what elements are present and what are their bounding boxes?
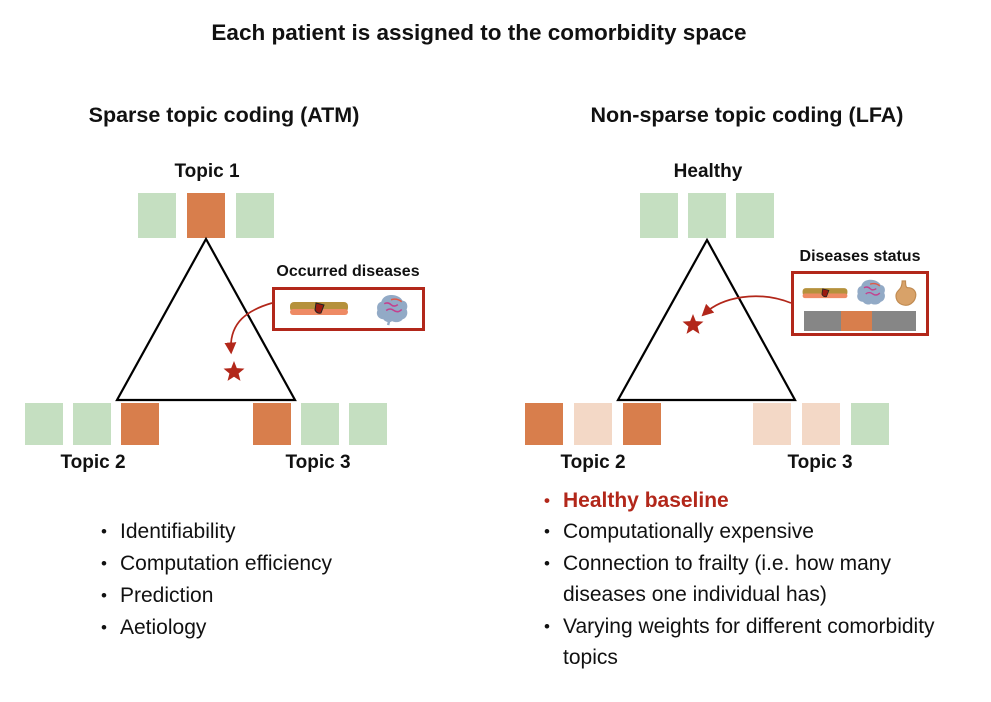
right-simplex-triangle	[616, 237, 797, 402]
green-weight-square	[73, 403, 111, 445]
green-weight-square	[688, 193, 726, 238]
orange-weight-square	[121, 403, 159, 445]
orange-weight-square	[187, 193, 225, 238]
right-topic2-label: Topic 2	[560, 452, 626, 473]
left-top-squares	[138, 193, 274, 238]
occurred-diseases-label: Occurred diseases	[276, 263, 420, 280]
skin-icon	[289, 302, 348, 315]
left-topic3-squares	[253, 403, 387, 445]
green-weight-square	[236, 193, 274, 238]
right-topic3-squares	[753, 403, 889, 445]
brain-icon	[857, 279, 885, 305]
green-weight-square	[138, 193, 176, 238]
bullet-item: Healthy baseline	[543, 485, 938, 517]
green-weight-square	[25, 403, 63, 445]
occurred-diseases-box	[272, 287, 425, 331]
right-panel-heading: Non-sparse topic coding (LFA)	[590, 103, 904, 127]
pink-weight-square	[802, 403, 840, 445]
right-patient-star	[682, 314, 704, 334]
skin-icon	[802, 287, 848, 298]
green-weight-square	[301, 403, 339, 445]
disease-icons-row	[801, 278, 919, 308]
left-top-vertex-label: Topic 1	[174, 161, 240, 182]
orange-weight-square	[525, 403, 563, 445]
green-weight-square	[736, 193, 774, 238]
green-weight-square	[851, 403, 889, 445]
stomach-icon	[895, 279, 917, 306]
left-assignment-arrow	[224, 302, 273, 355]
right-top-squares	[640, 193, 774, 238]
page-title: Each patient is assigned to the comorbid…	[211, 20, 747, 45]
bullet-item: Aetiology	[100, 612, 440, 644]
diseases-status-box	[791, 271, 929, 336]
pink-weight-square	[753, 403, 791, 445]
orange-weight-square	[253, 403, 291, 445]
left-topic3-label: Topic 3	[285, 452, 351, 473]
gray-status-segment	[872, 311, 916, 331]
orange-weight-square	[623, 403, 661, 445]
right-top-vertex-label: Healthy	[673, 161, 743, 182]
diseases-status-label: Diseases status	[799, 248, 921, 265]
green-weight-square	[349, 403, 387, 445]
bullet-item: Connection to frailty (i.e. how many dis…	[543, 548, 938, 611]
disease-status-bar	[804, 311, 916, 331]
green-weight-square	[640, 193, 678, 238]
bullet-item: Varying weights for different comorbidit…	[543, 611, 938, 674]
atm-bullet-list: IdentifiabilityComputation efficiencyPre…	[100, 516, 440, 644]
left-topic2-label: Topic 2	[60, 452, 126, 473]
left-panel-heading: Sparse topic coding (ATM)	[88, 103, 360, 127]
bullet-item: Computation efficiency	[100, 548, 440, 580]
orange-status-segment	[841, 311, 873, 331]
bullet-item: Computationally expensive	[543, 516, 938, 548]
left-patient-star	[223, 361, 245, 381]
lfa-bullet-list: Healthy baselineComputationally expensiv…	[543, 485, 938, 673]
left-topic2-squares	[25, 403, 159, 445]
right-assignment-arrow	[701, 295, 792, 317]
bullet-item: Identifiability	[100, 516, 440, 548]
gray-status-segment	[804, 311, 842, 331]
right-topic2-squares	[525, 403, 661, 445]
brain-icon	[376, 294, 407, 325]
right-topic3-label: Topic 3	[787, 452, 853, 473]
pink-weight-square	[574, 403, 612, 445]
bullet-item: Prediction	[100, 580, 440, 612]
